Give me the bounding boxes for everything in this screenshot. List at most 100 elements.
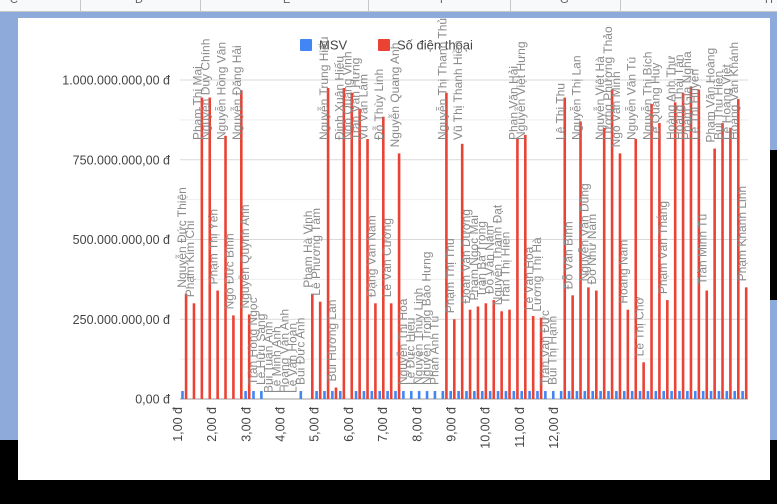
bar-msv (362, 391, 366, 399)
bar-msv (252, 391, 255, 399)
column-f-label[interactable]: F (440, 0, 447, 6)
x-tick-label: 1,00 đ (171, 407, 185, 442)
column-divider[interactable] (510, 0, 511, 11)
category-label: Phạm Thị Thu (443, 238, 457, 313)
y-tick-label: 0,00 đ (135, 393, 170, 407)
category-label: Hoàng Nam (617, 240, 631, 304)
category-label: Vũ Thị Thanh Hiền (451, 40, 465, 140)
bar-so-dien-thoai (618, 153, 622, 399)
bar-msv (496, 391, 500, 399)
category-label: Trần Bá Trọng (475, 221, 489, 297)
category-label: Hoàng Anh Thư (664, 55, 678, 140)
x-tick-label: 9,00 đ (444, 407, 458, 442)
column-g-label[interactable]: G (560, 0, 569, 6)
category-label: Lê Đức Hiếu (404, 318, 418, 385)
category-label: Lê Văn Hoàn (285, 323, 299, 393)
category-label: Đinh Xuân Hiếu (333, 56, 347, 140)
bar-so-dien-thoai (476, 306, 480, 399)
bar-msv (394, 391, 397, 399)
bar-so-dien-thoai (524, 134, 527, 400)
category-label: Phan Văn Hải (506, 66, 520, 140)
bar-msv (465, 391, 468, 399)
bar-so-dien-thoai (705, 290, 709, 399)
category-label: Ngô Quang Vinh (341, 51, 355, 140)
bar-chart[interactable]: MSV Số điện thoại 0,00 đ 250.000.000,00 đ 5… (18, 12, 770, 480)
column-e-label[interactable]: E (283, 0, 291, 6)
category-label: Bùi Thu Hiền (711, 71, 725, 140)
bar-msv (244, 391, 247, 399)
bar-msv (536, 391, 539, 399)
category-label: Nguyễn Thành Đạt (490, 204, 505, 305)
bar-so-dien-thoai (382, 116, 385, 399)
category-label: Phạm Thị Yến (207, 209, 221, 285)
category-label: Bùi Thị Hạnh (546, 316, 560, 385)
bar-msv (473, 391, 476, 399)
bar-msv (615, 391, 618, 399)
bar-msv (559, 391, 563, 399)
column-divider[interactable] (200, 0, 201, 11)
bar-msv (323, 391, 326, 399)
chart-legend: MSV Số điện thoại (300, 38, 473, 53)
x-tick-label: 11,00 đ (513, 407, 527, 448)
category-label: Nguyễn Thị Bích (639, 52, 654, 141)
column-divider[interactable] (80, 0, 81, 11)
bar-msv (402, 391, 405, 399)
column-d-label[interactable]: D (135, 0, 143, 6)
category-label: Nguyễn Trọng Bảo Hưng (419, 252, 434, 385)
bar-msv (630, 391, 634, 399)
bar-msv (670, 391, 673, 399)
category-label: Đỗ Thùy Linh (371, 69, 386, 140)
bar-msv (622, 391, 626, 399)
category-label: Trần Thị Hiền (498, 232, 512, 304)
bar-msv (662, 391, 666, 399)
x-tick-label: 10,00 đ (479, 407, 493, 449)
category-label: Trần Văn Đức (538, 310, 552, 385)
category-label: Nguyễn Việt Hà (592, 56, 607, 140)
category-label: Nguyễn Quỳnh Anh (237, 204, 252, 308)
category-label: Trần Hồng Ngọc (246, 297, 260, 385)
category-label: Trần Minh Tú (696, 214, 710, 285)
bar-so-dien-thoai (468, 309, 472, 399)
bar-msv (386, 391, 389, 399)
chart-card[interactable]: MSV Số điện thoại 0,00 đ 250.000.000,00 đ 5… (18, 12, 770, 480)
category-label: Phan Anh Tú (427, 316, 441, 385)
bar-so-dien-thoai (184, 293, 188, 399)
category-label: Nguyễn Thị Thanh Thủy (434, 18, 449, 140)
bar-msv (717, 391, 721, 399)
x-tick-label: 12,00 đ (547, 407, 561, 449)
y-axis: 0,00 đ 250.000.000,00 đ 500.000.000,00 đ 75… (62, 74, 170, 407)
bar-so-dien-thoai (539, 317, 543, 399)
column-divider[interactable] (620, 0, 621, 11)
bar-msv (686, 391, 689, 399)
category-label: Lê Hoàng Việt (719, 63, 733, 140)
bar-msv (260, 391, 263, 399)
y-tick-label: 750.000.000,00 đ (73, 153, 170, 167)
bar-so-dien-thoai (729, 127, 732, 399)
bar-msv (678, 391, 681, 399)
category-label: Lương Phương Thảo (601, 26, 615, 140)
bar-so-dien-thoai (460, 143, 464, 399)
x-tick-label: 6,00 đ (342, 407, 356, 442)
bar-so-dien-thoai (342, 87, 346, 399)
column-c-label[interactable]: C (10, 0, 18, 6)
bar-so-dien-thoai (240, 90, 243, 399)
column-divider[interactable] (368, 0, 369, 11)
category-label: Nguyễn Thị Lan (568, 55, 583, 140)
column-h-label[interactable]: H (765, 0, 773, 6)
category-label: Phạm Thị Mai (191, 66, 205, 140)
bar-so-dien-thoai (531, 316, 535, 399)
category-label: Phạm Gia Nghĩa (680, 51, 694, 140)
x-axis: 1,00 đ 2,00 đ 3,00 đ 4,00 đ 5,00 đ 6,00 đ 7,00… (171, 407, 561, 449)
bar-so-dien-thoai (358, 108, 361, 400)
bar-so-dien-thoai (484, 303, 488, 399)
category-label: Đỗ Như Nam (584, 214, 599, 285)
category-label: Hoàng Văn Khánh (727, 42, 741, 140)
bar-so-dien-thoai (587, 287, 590, 399)
category-label: Phạm Hà Vinh (301, 211, 315, 288)
bar-so-dien-thoai (571, 295, 574, 399)
bar-msv (504, 391, 508, 399)
x-tick-label: 4,00 đ (274, 407, 288, 442)
bar-so-dien-thoai (666, 300, 669, 399)
category-label: Phạm Văn Thắng (655, 201, 670, 294)
